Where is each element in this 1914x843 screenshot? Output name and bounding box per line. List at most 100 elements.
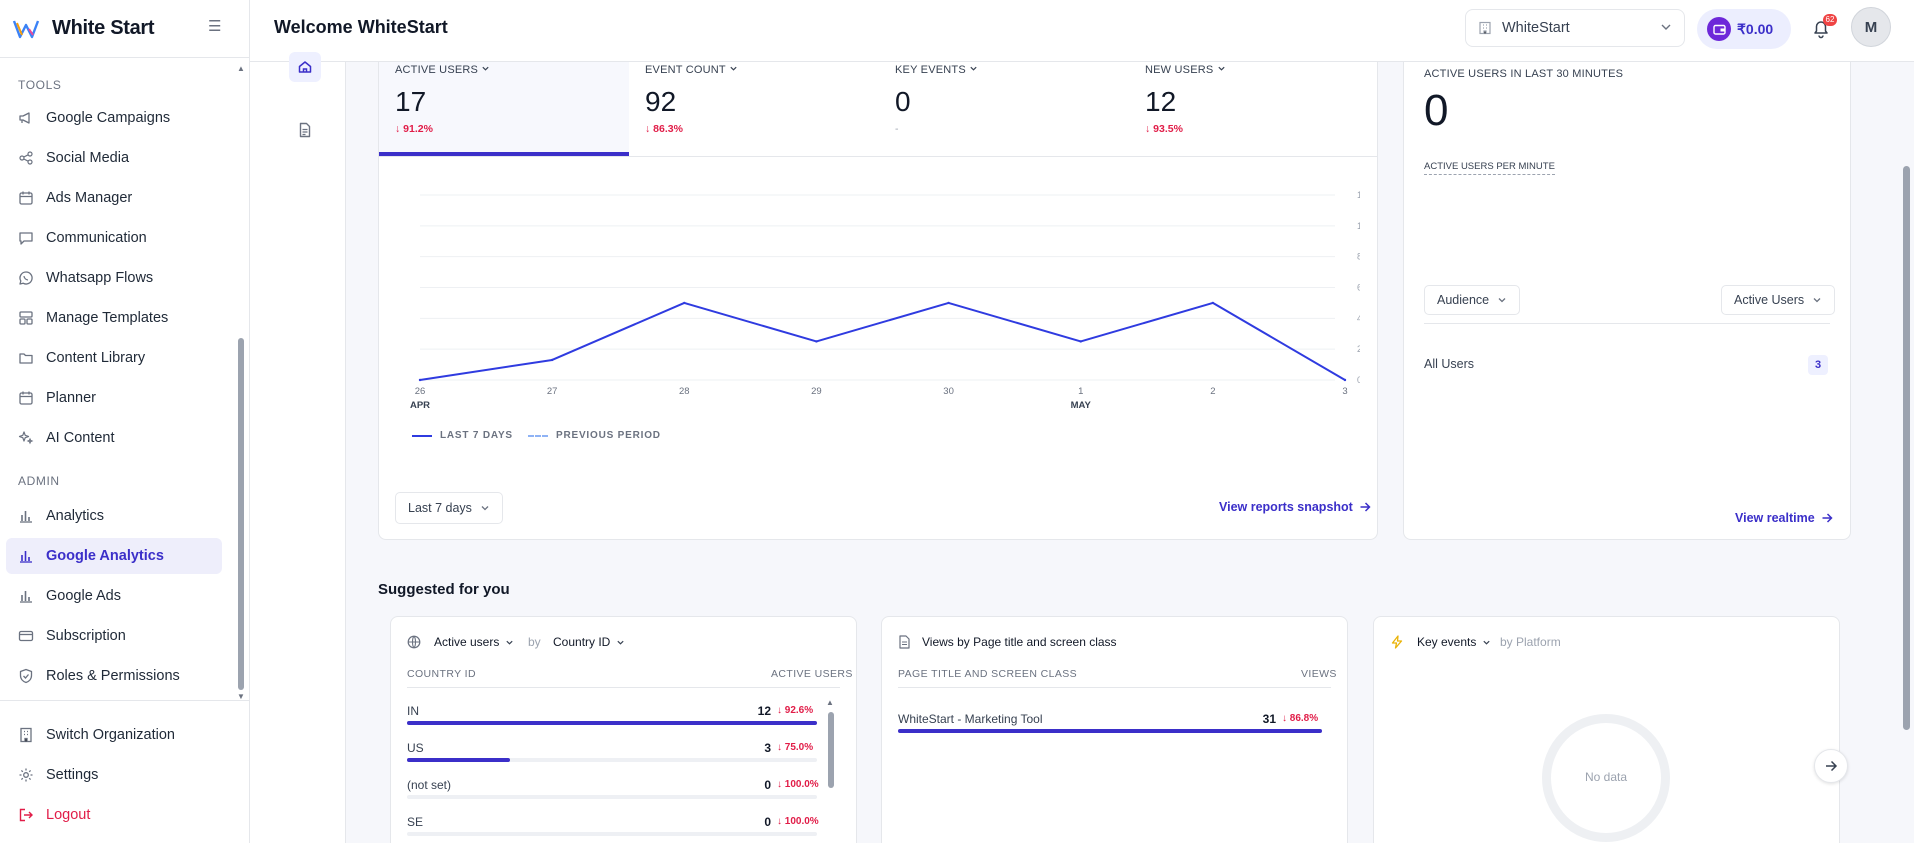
sidebar-item-roles-permissions[interactable]: Roles & Permissions [6,658,222,694]
sidebar-item-google-analytics[interactable]: Google Analytics [6,538,222,574]
sparkle-icon [18,431,34,445]
sidebar-item-subscription[interactable]: Subscription [6,618,222,654]
metric-change: ↓ 91.2% [395,123,433,135]
scroll-down-icon[interactable]: ▼ [237,692,245,701]
y-tick-label: 12 [1357,190,1360,200]
country-metric-dropdown[interactable]: Active users [434,635,514,649]
rail-reports-button[interactable] [289,115,321,145]
main-scrollbar[interactable] [1900,62,1914,843]
top-header: Welcome WhiteStart WhiteStart ₹0.00 62 M [250,0,1914,62]
progress-track [407,721,817,725]
x-tick-label: 26 [415,386,426,397]
sidebar-item-label: Planner [46,390,96,406]
metric-value: 92 [645,86,677,117]
bar-chart-icon [20,511,32,523]
sidebar-item-switch-organization[interactable]: Switch Organization [6,717,222,753]
organization-select[interactable]: WhiteStart [1465,9,1685,47]
sidebar-item-analytics[interactable]: Analytics [6,498,222,534]
view-reports-snapshot-label: View reports snapshot [1219,500,1353,514]
x-tick-label: 3 [1342,386,1347,397]
sidebar-item-google-ads[interactable]: Google Ads [6,578,222,614]
wallet-icon [1707,17,1731,41]
country-dimension-dropdown[interactable]: Country ID [553,635,625,649]
scroll-up-icon[interactable]: ▲ [237,64,245,73]
audience-dropdown[interactable]: Audience [1424,285,1521,315]
rail-home-button[interactable] [289,52,321,82]
arrow-down-icon: ↓ [395,123,404,135]
building-icon [20,727,32,743]
data-point [947,301,950,305]
avatar[interactable]: M [1851,7,1891,47]
view-realtime-link[interactable]: View realtime [1735,511,1833,525]
scrollbar-thumb[interactable] [1903,166,1910,730]
menu-toggle-icon[interactable]: ☰ [208,18,222,35]
realtime-value: 0 [1424,86,1449,135]
metric-change: - [895,123,899,135]
sidebar-scrollbar[interactable]: ▲ ▼ [236,62,246,702]
sidebar-item-google-campaigns[interactable]: Google Campaigns [6,100,222,136]
all-users-count: 3 [1808,355,1828,375]
bell-icon[interactable] [1810,17,1832,39]
metric-tab-active-users[interactable]: ACTIVE USERS 17 ↓ 91.2% [379,62,629,156]
next-card-button[interactable] [1814,749,1848,783]
organization-select-value: WhiteStart [1502,20,1570,36]
divider [1424,323,1830,324]
folder-icon [19,353,33,364]
sidebar-item-planner[interactable]: Planner [6,380,222,416]
by-label: by [528,635,541,649]
sidebar-item-social-media[interactable]: Social Media [6,140,222,176]
metric-tab-event-count[interactable]: EVENT COUNT 92 ↓ 86.3% [629,62,879,156]
country-metric-label: Active users [434,635,500,649]
sidebar-nav: TOOLS Google Campaigns Social Media Ads Ma… [0,62,250,702]
card-icon [18,630,34,642]
x-tick-label: 27 [547,386,558,397]
sidebar-item-manage-templates[interactable]: Manage Templates [6,300,222,336]
sidebar-bottom: Switch Organization Settings Logout [0,700,250,843]
chevron-down-icon [1813,298,1821,303]
sidebar-item-label: Content Library [46,350,146,366]
key-events-label: Key events [1417,635,1477,649]
row-value: 3 [764,741,771,755]
progress-fill [898,729,1322,733]
y-tick-label: 4 [1357,313,1360,323]
scrollbar-thumb[interactable] [238,338,244,690]
metric-tab-key-events[interactable]: KEY EVENTS 0 - [879,62,1129,156]
brand-name: White Start [52,17,155,39]
scrollbar-thumb[interactable] [828,712,834,788]
data-point [1079,340,1082,343]
date-range-label: Last 7 days [408,501,472,515]
metric-label: KEY EVENTS [895,64,978,76]
active-users-per-minute-label: ACTIVE USERS PER MINUTE [1424,161,1555,175]
progress-track [407,795,817,799]
chevron-down-icon [506,640,513,645]
metric-label: NEW USERS [1145,64,1226,76]
date-range-button[interactable]: Last 7 days [395,492,503,524]
gear-icon [19,768,33,782]
data-point [815,340,818,343]
active-users-dropdown[interactable]: Active Users [1721,285,1836,315]
sidebar-item-settings[interactable]: Settings [6,757,222,793]
sidebar-item-ads-manager[interactable]: Ads Manager [6,180,222,216]
no-data-label: No data [1584,770,1628,784]
country-dimension-label: Country ID [553,635,611,649]
brand: White Start ☰ [0,0,250,58]
metric-label: EVENT COUNT [645,64,738,76]
view-reports-snapshot-link[interactable]: View reports snapshot [1219,500,1371,514]
wallet-balance[interactable]: ₹0.00 [1697,9,1791,49]
divider [407,687,840,688]
row-label: IN [407,704,419,718]
bar-chart-icon [20,551,32,563]
country-scrollbar[interactable]: ▲ [826,698,836,794]
legend-previous: PREVIOUS PERIOD [528,430,661,441]
divider [379,156,1377,157]
metric-tab-new-users[interactable]: NEW USERS 12 ↓ 93.5% [1129,62,1379,156]
sidebar-item-ai-content[interactable]: AI Content [6,420,222,456]
key-events-dropdown[interactable]: Key events [1417,635,1491,649]
sidebar-item-logout[interactable]: Logout [6,797,222,833]
scroll-up-icon[interactable]: ▲ [826,698,834,707]
row-label: SE [407,815,424,829]
sidebar-item-communication[interactable]: Communication [6,220,222,256]
document-icon [299,122,311,138]
sidebar-item-whatsapp-flows[interactable]: Whatsapp Flows [6,260,222,296]
sidebar-item-content-library[interactable]: Content Library [6,340,222,376]
